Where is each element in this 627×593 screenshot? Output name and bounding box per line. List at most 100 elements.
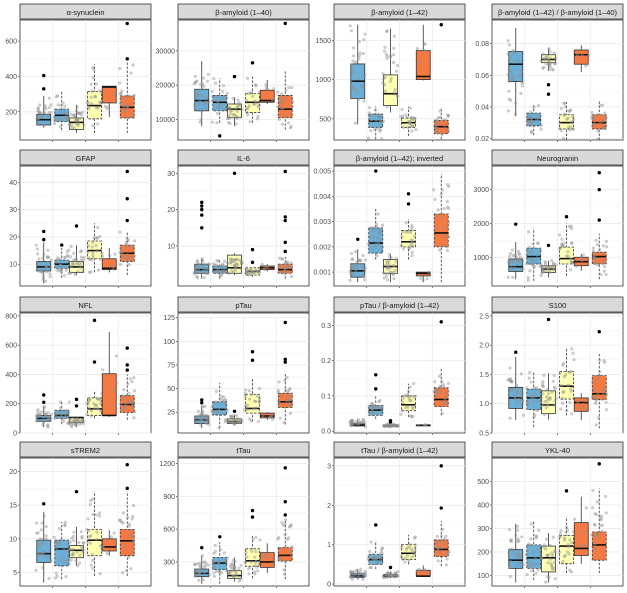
box-group-5 [101,332,119,417]
jitter-point [359,420,363,424]
jitter-point [383,83,387,87]
jitter-point [288,126,292,130]
jitter-point [43,411,47,415]
facet-title: YKL-40 [545,446,570,455]
y-tick-label: 20 [167,207,175,214]
jitter-point [67,248,71,252]
jitter-point [513,112,518,116]
jitter-point [511,260,515,264]
jitter-point [378,230,382,234]
jitter-point [87,397,91,401]
jitter-point [400,235,404,239]
box-group-5 [573,253,589,271]
jitter-point [383,271,387,275]
y-tick-label: 500 [319,116,331,123]
jitter-point [41,566,45,570]
jitter-point [539,556,543,560]
outlier-point [125,21,129,26]
jitter-point [569,120,574,124]
jitter-point [378,552,382,556]
jitter-point [197,270,201,274]
y-tick-label: 0.2 [321,358,331,365]
jitter-point [74,122,78,126]
jitter-point [231,96,235,101]
jitter-point [512,60,516,64]
jitter-point [192,82,196,86]
jitter-point [374,119,378,123]
box-group-3 [381,28,400,113]
y-tick-label: 0.06 [475,73,489,80]
jitter-point [584,506,588,510]
box-group-6 [276,466,294,580]
jitter-point [56,256,60,260]
jitter-point [375,254,379,258]
outlier-point [125,368,129,372]
jitter-point [409,120,413,124]
jitter-point [113,252,117,256]
jitter-point [215,112,219,116]
jitter-point [69,558,73,562]
box-group-2 [526,104,543,136]
y-tick-label: 10 [9,536,17,543]
outlier-point [92,318,97,323]
jitter-point [217,569,221,573]
jitter-point [87,244,91,248]
jitter-point [217,560,221,564]
jitter-point [130,549,134,554]
jitter-point [69,425,74,429]
jitter-point [220,264,224,268]
jitter-point [561,363,565,367]
facet-title: S100 [549,301,567,310]
jitter-point [239,266,243,270]
jitter-point [517,552,521,557]
jitter-point [193,574,197,578]
outlier-point [283,500,287,504]
jitter-point [253,99,257,103]
jitter-point [598,370,602,374]
jitter-point [392,61,396,65]
jitter-point [401,401,405,405]
jitter-point [128,377,132,381]
jitter-point [89,95,93,99]
box-group-1 [193,398,211,429]
jitter-point [126,245,130,249]
facet-title: β-amyloid (1–40) [215,8,272,17]
jitter-point [246,113,250,117]
jitter-point [358,51,362,55]
box-iqr [101,538,117,552]
jitter-point [231,112,235,117]
jitter-point [254,84,258,88]
box-group-1 [192,546,211,584]
y-tick-label: 30000 [156,48,176,55]
jitter-point [549,265,553,269]
jitter-point [545,54,549,58]
jitter-point [59,268,63,272]
jitter-point [257,399,261,403]
box-iqr [591,251,607,265]
jitter-point [533,408,537,412]
jitter-point [382,276,386,280]
jitter-point [508,56,512,60]
jitter-point [389,256,393,260]
jitter-point [232,574,236,578]
jitter-point [596,392,600,396]
jitter-point [245,110,249,115]
jitter-point [536,104,541,108]
jitter-point [594,396,598,400]
box-group-4 [243,350,262,424]
jitter-point [562,375,566,379]
jitter-point [422,42,426,46]
jitter-point [591,124,595,128]
jitter-point [80,536,84,540]
jitter-point [353,572,357,576]
jitter-point [91,256,95,260]
jitter-point [521,398,525,403]
jitter-point [590,395,595,399]
jitter-point [255,117,260,121]
jitter-point [53,122,57,126]
jitter-point [385,278,390,282]
jitter-point [289,523,293,527]
jitter-point [445,245,449,249]
